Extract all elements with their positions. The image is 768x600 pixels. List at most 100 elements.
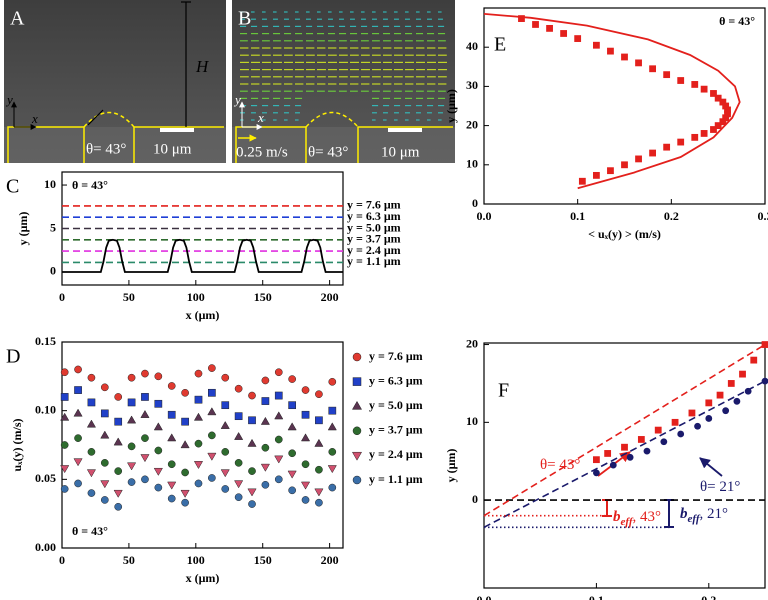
legend-label: y = 3.7 μm [369,423,423,437]
data-point [60,465,70,474]
data-point [663,71,671,79]
data-point [87,373,96,382]
data-point [60,393,69,401]
data-point [100,459,109,467]
data-line [483,13,741,190]
data-point [328,406,337,415]
y-axis-label: y (μm) [444,449,458,483]
data-point [621,161,628,169]
legend-label: y = 3.7 μm [347,232,401,246]
data-point [739,370,746,378]
data-point [287,422,297,431]
annotation-arrow [699,457,723,477]
data-point [153,467,163,476]
y-tick-label: 20 [466,117,478,131]
data-point [722,407,730,415]
data-point [114,467,123,475]
data-point [532,21,539,28]
data-point [288,449,297,458]
data-point [261,480,270,489]
data-point [288,486,297,495]
y-axis-label: y (μm) [444,89,458,123]
data-point [127,442,136,451]
data-point [593,469,600,477]
data-point [560,30,568,37]
legend-label: y = 7.6 μm [369,349,423,363]
legend-marker [352,426,362,436]
data-point [593,171,600,179]
data-point [654,426,662,434]
data-point [710,90,717,97]
angle-label: θ= 43° [308,144,348,160]
x-tick-label: 0 [59,290,65,304]
legend-label: y = 1.1 μm [369,472,423,486]
post-outline [357,126,453,163]
data-point [300,433,311,442]
data-point [261,397,270,405]
data-point [607,47,614,55]
data-point [328,448,337,456]
data-point [181,388,189,397]
data-point [181,417,189,426]
data-point [73,408,83,417]
annotation-suffix: , 43° [633,509,662,525]
data-point [691,133,699,141]
annotation: θ= 43° [540,457,580,473]
speed-label: 0.25 m/s [236,144,288,160]
data-point [234,431,244,440]
x-tick-label: 0.0 [477,209,492,223]
data-point [221,401,230,410]
data-point [649,149,656,157]
data-point [274,455,284,464]
y-tick-label: 0.05 [35,471,56,485]
data-point [86,419,97,428]
legend-label: y = 7.6 μm [347,198,401,212]
data-point [154,483,163,492]
y-tick-label: 0.15 [35,334,56,348]
data-point [100,480,110,489]
panel-label: C [6,176,19,198]
data-point [221,373,230,382]
data-point [314,488,324,497]
data-point [274,435,283,444]
data-point [671,418,679,426]
data-point [167,382,176,390]
data-point [288,401,297,410]
post-outline [235,126,307,163]
data-point [691,81,699,88]
legend-marker [352,352,362,362]
data-point [609,461,617,469]
data-point [248,416,256,425]
data-point [578,177,586,185]
data-point [100,383,109,392]
reference-line [483,380,766,529]
data-point [74,434,82,442]
data-point [248,467,256,475]
data-point [694,422,701,430]
data-point [635,59,642,67]
y-tick-label: 0.00 [35,540,56,554]
data-point [208,474,216,482]
y-tick-label: 20 [466,336,478,350]
data-point [660,438,668,446]
data-point [194,439,203,448]
data-point [234,384,243,393]
data-point [315,390,323,399]
data-point [87,398,96,407]
data-point [301,460,310,469]
legend-label: y = 2.4 μm [347,243,401,257]
data-point [194,395,203,404]
x-tick-label: 0 [59,553,65,567]
data-point [315,465,323,474]
y-tick-label: 0 [50,264,56,278]
data-point [221,485,230,493]
y-tick-label: 30 [466,78,478,92]
data-point [114,417,123,426]
data-point [688,409,696,417]
axis-name: y [233,92,241,107]
data-point [100,409,109,418]
data-point [700,85,708,93]
x-axis-label: < uₓ(y) > (m/s) [588,227,661,241]
data-point [626,453,634,461]
x-tick-label: 0.2 [701,593,716,600]
